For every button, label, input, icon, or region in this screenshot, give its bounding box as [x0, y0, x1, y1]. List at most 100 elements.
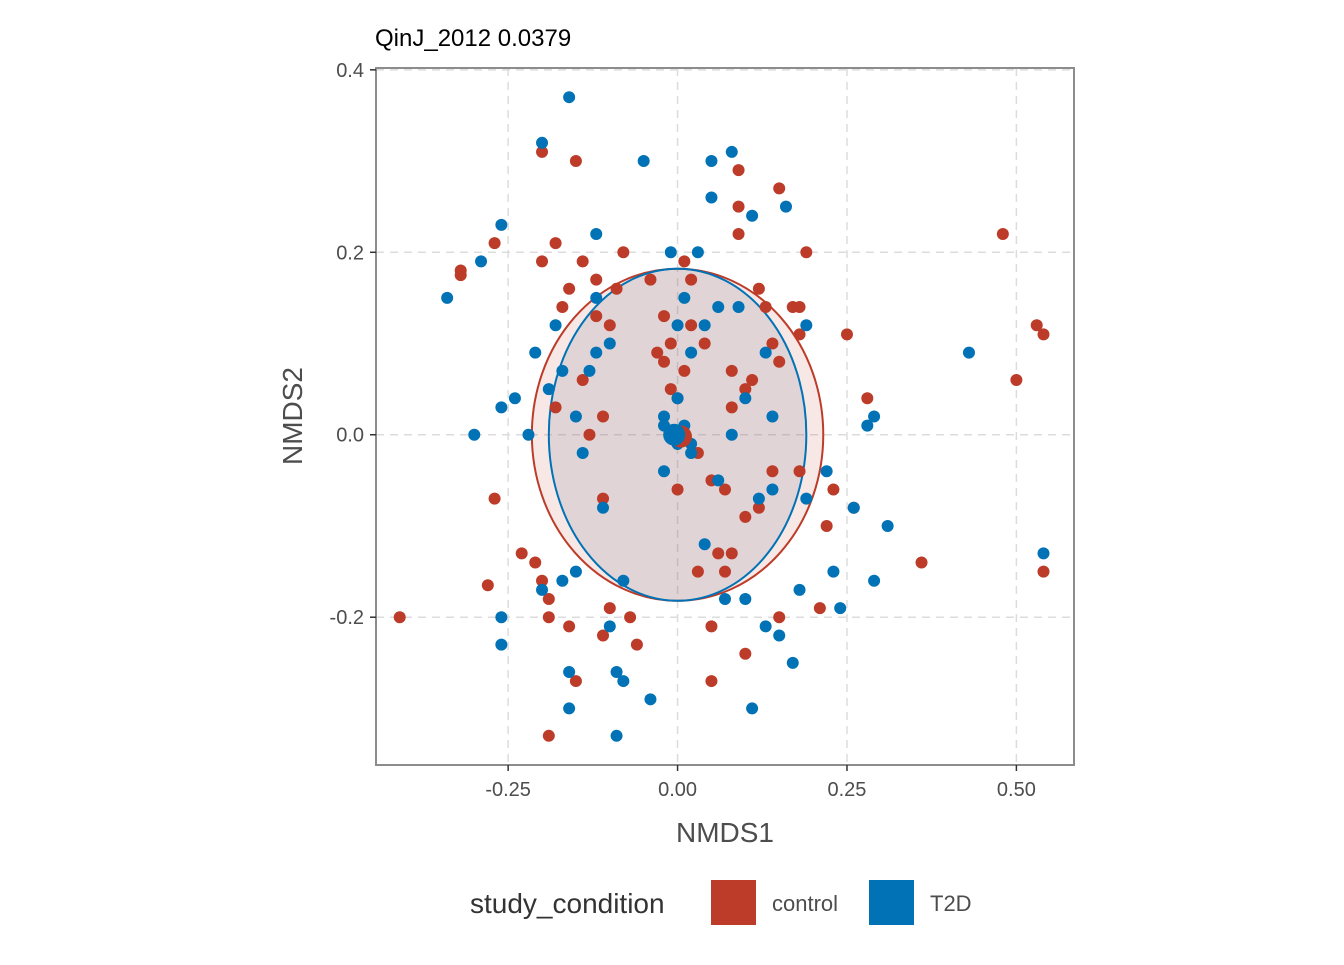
point-t2d [698, 538, 711, 551]
point-control [732, 164, 745, 177]
point-t2d [664, 246, 677, 259]
point-t2d [793, 583, 806, 596]
point-control [529, 556, 542, 569]
point-t2d [590, 228, 603, 241]
y-axis-title: NMDS2 [277, 367, 308, 465]
point-control [624, 611, 637, 624]
point-t2d [678, 291, 691, 304]
point-t2d [617, 675, 630, 688]
point-t2d [739, 392, 752, 405]
point-t2d [583, 364, 596, 377]
point-t2d [685, 346, 698, 359]
y-tick-label: 0.0 [336, 425, 364, 447]
centroid-t2d [663, 423, 686, 446]
point-t2d [752, 492, 765, 505]
point-control [583, 428, 596, 441]
point-control [481, 579, 494, 592]
point-control [515, 547, 528, 560]
x-tick-label: 0.25 [828, 779, 867, 801]
x-axis-ticks: -0.25 0.00 0.25 0.50 [485, 765, 1036, 801]
point-control [644, 273, 657, 286]
point-t2d [495, 401, 508, 414]
point-control [1037, 328, 1050, 341]
grid [376, 68, 1074, 765]
point-t2d [712, 301, 725, 314]
point-t2d [563, 91, 576, 104]
point-t2d [576, 446, 589, 459]
point-control [793, 301, 806, 314]
y-tick-label: 0.2 [336, 242, 364, 264]
point-control [996, 228, 1009, 241]
legend-swatch-control [711, 880, 756, 925]
point-control [488, 237, 501, 250]
point-t2d [820, 465, 833, 478]
point-control [746, 374, 759, 387]
point-t2d [475, 255, 488, 268]
point-t2d [725, 428, 738, 441]
point-t2d [759, 346, 772, 359]
point-t2d [563, 665, 576, 678]
point-t2d [597, 501, 610, 514]
point-t2d [1037, 547, 1050, 560]
point-t2d [712, 474, 725, 487]
point-control [556, 301, 569, 314]
point-control [705, 675, 718, 688]
point-control [549, 237, 562, 250]
x-tick-label: 0.50 [997, 779, 1036, 801]
point-control [739, 383, 752, 396]
point-t2d [468, 428, 481, 441]
chart-title: QinJ_2012 0.0379 [375, 25, 571, 52]
point-control [536, 145, 549, 158]
point-control [840, 328, 853, 341]
point-control [800, 246, 813, 259]
point-control [813, 602, 826, 615]
point-control [691, 565, 704, 578]
point-control [1010, 374, 1023, 387]
point-control [454, 269, 467, 282]
point-t2d [861, 419, 874, 432]
point-control [773, 355, 786, 368]
point-t2d [705, 191, 718, 204]
point-t2d [603, 620, 616, 633]
point-control [563, 620, 576, 633]
point-control [915, 556, 928, 569]
point-t2d [746, 702, 759, 715]
point-t2d [705, 155, 718, 168]
legend: study_condition control T2D [470, 880, 972, 925]
point-control [1030, 319, 1043, 332]
x-axis-title: NMDS1 [676, 817, 774, 848]
point-t2d [847, 501, 860, 514]
point-t2d [549, 319, 562, 332]
point-control [576, 374, 589, 387]
point-control [597, 410, 610, 423]
point-control [651, 346, 664, 359]
point-control [793, 465, 806, 478]
point-control [732, 228, 745, 241]
data-points [393, 91, 1050, 742]
x-tick-label: 0.00 [658, 779, 697, 801]
plot-panel-border [375, 67, 1075, 766]
point-control [603, 319, 616, 332]
legend-title: study_condition [470, 888, 665, 919]
point-t2d [868, 410, 881, 423]
point-t2d [495, 638, 508, 651]
point-control [773, 611, 786, 624]
point-t2d [590, 346, 603, 359]
point-t2d [522, 428, 535, 441]
point-t2d [671, 392, 684, 405]
point-control [590, 273, 603, 286]
point-t2d [719, 592, 731, 605]
point-control [658, 355, 671, 368]
point-control [725, 364, 738, 377]
point-control [820, 519, 833, 532]
y-tick-label: 0.4 [336, 60, 364, 82]
point-control [536, 574, 549, 587]
point-t2d [834, 602, 847, 615]
point-control [590, 310, 603, 323]
point-t2d [508, 392, 521, 405]
point-control [671, 483, 684, 496]
point-control [759, 301, 772, 314]
point-control [617, 246, 630, 259]
legend-swatch-t2d [869, 880, 914, 925]
point-t2d [881, 519, 894, 532]
